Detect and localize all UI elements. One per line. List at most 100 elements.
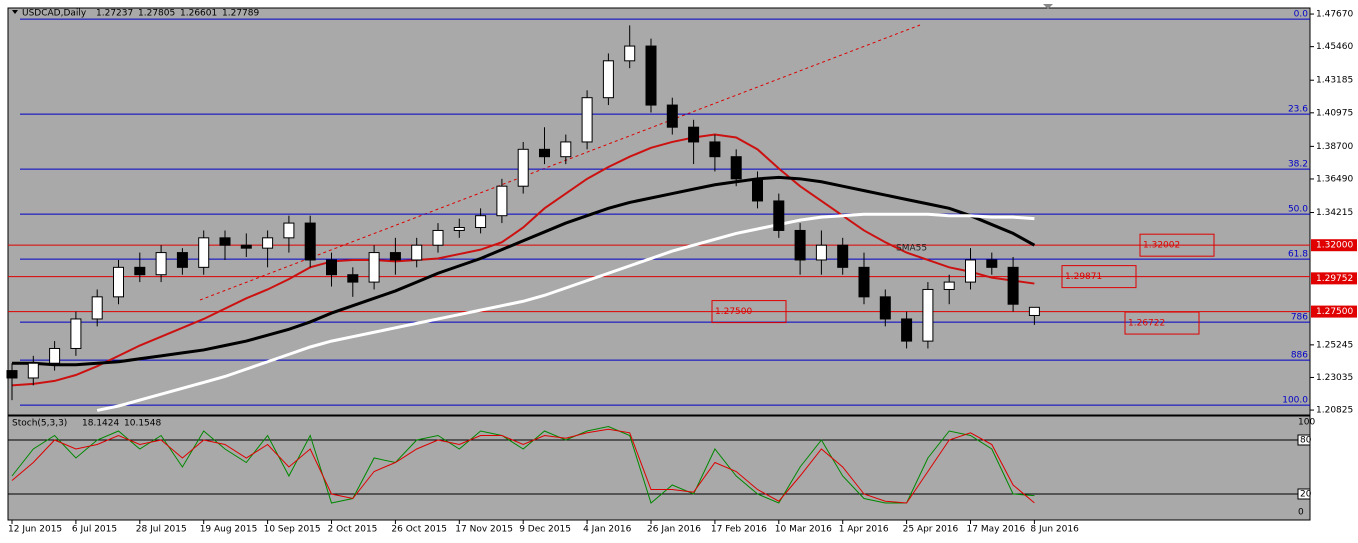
candle-body [602,60,614,99]
y-tick-label: 1.45460 [1316,42,1353,52]
candle-body [475,215,487,229]
candle-body [666,104,678,128]
stoch-value: 18.1424 [82,419,119,429]
candle-body [730,156,742,180]
main-panel [7,7,1311,416]
fib-label: 786 [1291,313,1308,323]
stoch-name: Stoch(5,3,3) [12,419,67,429]
axis-mark [1311,239,1357,252]
axis-mark [1311,272,1357,285]
ohlc-value: 1.27237 [96,9,133,19]
x-tick-label: 4 Jan 2016 [583,525,631,535]
scroll-marker [1043,4,1053,9]
x-tick-label: 17 May 2016 [967,525,1026,535]
candle-body [517,148,529,187]
stoch-line [11,425,1035,504]
candle-body [560,141,572,158]
price-box [1061,265,1137,289]
ohlc-value: 1.26601 [180,9,217,19]
stoch-value: 10.1548 [124,419,161,429]
candle-body [70,318,82,349]
fib-label: 100.0 [1282,396,1308,406]
x-tick-label: 12 Jun 2015 [8,525,62,535]
candle-body [453,227,465,231]
stoch-panel [7,415,1311,521]
x-tick-label: 10 Sep 2015 [264,525,321,535]
candle-body [858,266,870,298]
y-tick-label: 1.38700 [1316,142,1353,152]
candle-body [539,148,550,158]
fib-label: 886 [1291,351,1308,361]
candle-body [134,266,146,276]
candle-body [1028,306,1040,316]
y-tick-label: 1.34215 [1316,208,1353,218]
x-tick-label: 6 Jul 2015 [72,525,117,535]
y-tick-label: 1.40975 [1316,108,1353,118]
stoch-tick-label: 20 [1300,490,1312,500]
fib-label: 38.2 [1288,160,1308,170]
candle-body [176,252,188,268]
candle-body [688,126,700,143]
candle-body [262,237,274,249]
candle-body [879,296,891,320]
candle-body [901,318,913,342]
candle-body [794,229,806,261]
ohlc-value: 1.27789 [222,9,259,19]
candle-body [581,97,593,143]
candle-body [283,222,295,239]
price-box [1139,233,1215,257]
candle-body [155,252,167,276]
y-tick-label: 1.20825 [1316,406,1353,416]
x-tick-label: 28 Jul 2015 [136,525,187,535]
candle-body [709,141,721,158]
candle-body [49,347,61,364]
candle-body [6,370,18,379]
fib-label: 0.0 [1294,10,1309,20]
stoch-line [11,428,1035,504]
x-tick-label: 2 Oct 2015 [328,525,378,535]
candle-body [986,259,998,268]
x-tick-label: 17 Feb 2016 [711,525,767,535]
price-box-label: 1.26722 [1128,319,1165,329]
candle-body [837,244,849,268]
fib-label: 61.8 [1288,250,1308,260]
x-tick-label: 8 Jun 2016 [1030,525,1079,535]
candle-body [645,45,657,106]
price-box [711,300,787,324]
candle-body [411,244,423,261]
y-tick-label: 1.36490 [1316,174,1353,184]
candle-body [91,296,103,320]
candle-body [198,237,210,268]
x-tick-label: 19 Aug 2015 [200,525,258,535]
x-tick-label: 26 Jan 2016 [647,525,701,535]
fib-label: 23.6 [1288,105,1308,115]
candle-body [304,222,316,261]
menu-arrow [12,10,18,14]
moving-average [96,212,1035,412]
candle-body [27,362,39,379]
stoch-tick-label: 0 [1298,508,1304,518]
x-tick-label: 25 Apr 2016 [903,525,959,535]
x-tick-label: 10 Mar 2016 [775,525,832,535]
y-tick-label: 1.43185 [1316,76,1353,86]
candle-body [773,200,785,231]
stoch-level-box [1297,488,1311,500]
candle-body [219,237,231,246]
y-tick-label: 1.25245 [1316,340,1353,350]
candle-body [113,266,124,298]
candle-body [347,274,359,283]
annotation: SMA55 [896,244,927,254]
price-box-label: 1.29871 [1065,272,1102,282]
price-box [1124,311,1200,335]
candle-body [326,259,337,276]
candle-body [240,244,252,249]
trend-line [199,24,921,301]
candle-body [943,281,955,290]
axis-mark-label: 1.32000 [1316,241,1353,251]
x-tick-label: 1 Apr 2016 [839,525,889,535]
candle-body [432,229,444,246]
y-tick-label: 1.47670 [1316,10,1353,20]
axis-mark [1311,305,1357,318]
price-box-label: 1.27500 [715,307,752,317]
candle-body [389,252,401,261]
